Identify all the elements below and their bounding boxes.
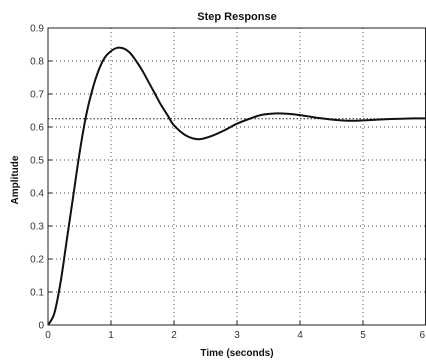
chart-title: Step Response: [197, 11, 276, 23]
x-tick-label: 4: [297, 330, 303, 341]
x-tick-label: 5: [360, 330, 366, 341]
y-tick-label: 0.6: [30, 123, 44, 134]
y-tick-label: 0.2: [30, 255, 44, 266]
x-axis-label: Time (seconds): [200, 348, 273, 359]
y-tick-label: 0.8: [30, 57, 44, 68]
x-tick-label: 1: [108, 330, 114, 341]
step-response-curve: [47, 46, 426, 326]
x-tick-label: 0: [45, 330, 51, 341]
y-tick-label: 0.1: [30, 288, 44, 299]
y-tick-label: 0.3: [30, 222, 44, 233]
y-tick-label: 0.7: [30, 90, 44, 101]
x-tick-label: 2: [171, 330, 177, 341]
y-tick-label: 0.4: [30, 189, 44, 200]
y-axis-label: Amplitude: [10, 155, 21, 204]
x-axis-ticks: 0 1 2 3 4 5 6: [45, 321, 426, 341]
y-axis-ticks: 0 0.1 0.2 0.3 0.4 0.5 0.6 0.7 0.8 0.9: [30, 24, 52, 332]
x-tick-label: 3: [234, 330, 240, 341]
y-tick-label: 0.5: [30, 156, 44, 167]
y-tick-label: 0: [38, 321, 44, 332]
x-tick-label: 6: [419, 330, 425, 341]
grid-lines: [48, 28, 426, 325]
y-tick-label: 0.9: [30, 24, 44, 35]
